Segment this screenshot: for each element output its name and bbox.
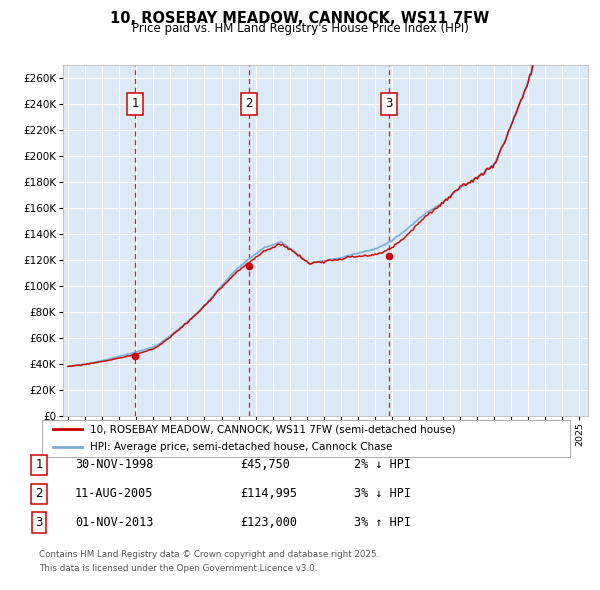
Text: This data is licensed under the Open Government Licence v3.0.: This data is licensed under the Open Gov…: [39, 565, 317, 573]
Text: £114,995: £114,995: [240, 487, 297, 500]
Text: 10, ROSEBAY MEADOW, CANNOCK, WS11 7FW: 10, ROSEBAY MEADOW, CANNOCK, WS11 7FW: [110, 11, 490, 25]
Text: Price paid vs. HM Land Registry's House Price Index (HPI): Price paid vs. HM Land Registry's House …: [131, 22, 469, 35]
Text: 3% ↑ HPI: 3% ↑ HPI: [354, 516, 411, 529]
Text: 01-NOV-2013: 01-NOV-2013: [75, 516, 154, 529]
Text: 3: 3: [35, 516, 43, 529]
Text: 1: 1: [35, 458, 43, 471]
Text: 2: 2: [245, 97, 253, 110]
Text: 30-NOV-1998: 30-NOV-1998: [75, 458, 154, 471]
Text: £123,000: £123,000: [240, 516, 297, 529]
Text: 3: 3: [386, 97, 393, 110]
Text: 1: 1: [131, 97, 139, 110]
Text: 2% ↓ HPI: 2% ↓ HPI: [354, 458, 411, 471]
Text: £45,750: £45,750: [240, 458, 290, 471]
Text: 10, ROSEBAY MEADOW, CANNOCK, WS11 7FW (semi-detached house): 10, ROSEBAY MEADOW, CANNOCK, WS11 7FW (s…: [89, 424, 455, 434]
Text: 2: 2: [35, 487, 43, 500]
Text: 3% ↓ HPI: 3% ↓ HPI: [354, 487, 411, 500]
Text: 11-AUG-2005: 11-AUG-2005: [75, 487, 154, 500]
Text: Contains HM Land Registry data © Crown copyright and database right 2025.: Contains HM Land Registry data © Crown c…: [39, 550, 379, 559]
Text: HPI: Average price, semi-detached house, Cannock Chase: HPI: Average price, semi-detached house,…: [89, 442, 392, 452]
